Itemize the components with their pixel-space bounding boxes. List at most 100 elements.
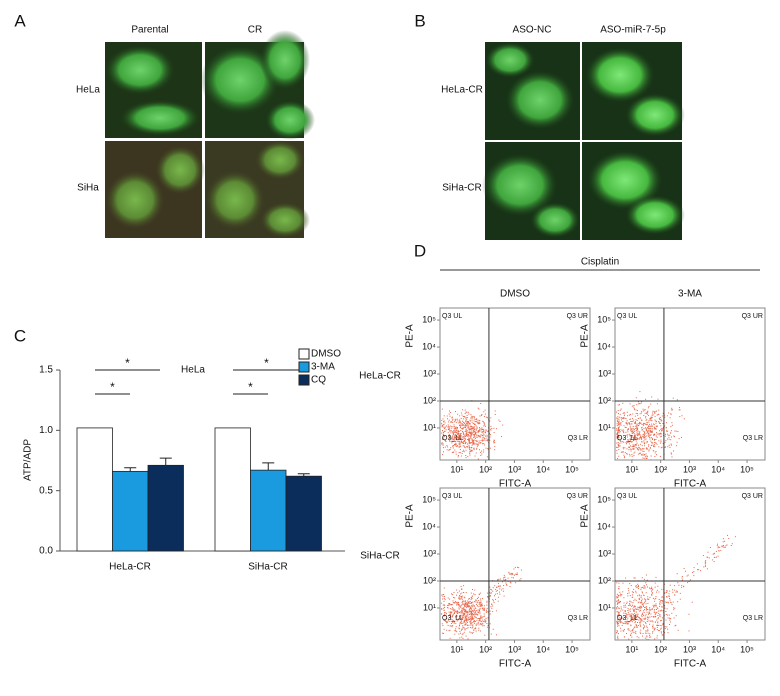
event-dot xyxy=(640,614,642,616)
event-dot xyxy=(480,615,481,617)
event-dot xyxy=(472,439,474,441)
event-dot xyxy=(647,586,648,588)
event-dot xyxy=(477,598,478,599)
event-dot xyxy=(618,429,620,431)
event-dot xyxy=(480,615,482,617)
event-dot xyxy=(469,601,471,602)
event-dot xyxy=(654,442,656,443)
event-dot xyxy=(632,439,634,441)
event-dot xyxy=(459,452,461,454)
event-dot xyxy=(626,422,628,424)
event-dot xyxy=(712,559,714,561)
event-dot xyxy=(473,608,475,610)
event-dot xyxy=(634,415,636,417)
event-dot xyxy=(672,589,674,591)
event-dot xyxy=(455,630,457,632)
event-dot xyxy=(497,579,499,581)
event-dot xyxy=(490,588,492,590)
event-dot xyxy=(642,434,644,436)
event-dot xyxy=(625,423,627,425)
event-dot xyxy=(638,637,640,639)
event-dot xyxy=(513,568,515,570)
event-dot xyxy=(443,594,445,595)
row-label: SiHa-CR xyxy=(360,551,399,562)
event-dot xyxy=(470,427,472,429)
event-dot xyxy=(618,586,620,588)
event-dot xyxy=(669,417,671,419)
event-dot xyxy=(460,632,461,634)
event-dot xyxy=(520,578,522,580)
event-dot xyxy=(662,634,664,636)
event-dot xyxy=(451,593,452,595)
event-dot xyxy=(639,438,641,440)
bar xyxy=(147,464,184,552)
event-dot xyxy=(620,422,622,423)
event-dot xyxy=(652,626,654,628)
event-dot xyxy=(730,545,732,546)
event-dot xyxy=(702,555,704,556)
event-dot xyxy=(511,577,513,579)
event-dot xyxy=(639,422,641,424)
event-dot xyxy=(495,598,496,600)
event-dot xyxy=(645,427,647,429)
event-dot xyxy=(635,621,636,623)
event-dot xyxy=(625,427,627,428)
event-dot xyxy=(618,614,620,616)
event-dot xyxy=(629,423,631,425)
y-axis-label: ATP/ADP xyxy=(23,439,34,481)
event-dot xyxy=(624,413,626,415)
event-dot xyxy=(627,623,629,625)
event-dot xyxy=(449,440,451,442)
event-dot xyxy=(447,621,448,623)
event-dot xyxy=(649,428,651,430)
event-dot xyxy=(442,598,444,600)
event-dot xyxy=(618,443,620,445)
event-dot xyxy=(628,613,630,615)
event-dot xyxy=(461,597,463,599)
event-dot xyxy=(470,431,472,433)
event-dot xyxy=(676,573,678,575)
chart-title: Cisplatin xyxy=(581,257,619,268)
event-dot xyxy=(630,421,632,422)
event-dot xyxy=(639,618,641,620)
event-dot xyxy=(455,428,457,430)
event-dot xyxy=(622,582,624,584)
event-dot xyxy=(468,609,470,611)
event-dot xyxy=(616,421,618,423)
event-dot xyxy=(475,599,476,601)
event-dot xyxy=(487,596,489,598)
event-dot xyxy=(652,425,653,427)
event-dot xyxy=(675,615,677,617)
event-dot xyxy=(650,434,652,436)
event-dot xyxy=(480,428,482,430)
event-dot xyxy=(460,605,462,607)
event-dot xyxy=(478,423,480,425)
y-tick-label: 10⁵ xyxy=(597,314,611,324)
event-dot xyxy=(465,592,467,594)
event-dot xyxy=(466,620,467,622)
event-dot xyxy=(462,618,464,620)
event-dot xyxy=(674,585,676,587)
event-dot xyxy=(461,442,463,444)
event-dot xyxy=(467,439,469,440)
event-cloud xyxy=(441,566,522,640)
event-dot xyxy=(649,596,651,598)
event-dot xyxy=(651,432,653,433)
event-dot xyxy=(459,433,461,435)
event-dot xyxy=(706,556,708,558)
event-dot xyxy=(463,620,465,622)
event-dot xyxy=(633,445,635,447)
event-dot xyxy=(640,620,642,622)
event-dot xyxy=(645,632,647,634)
event-dot xyxy=(457,601,459,603)
event-dot xyxy=(483,416,485,417)
event-dot xyxy=(442,447,444,449)
event-dot xyxy=(626,424,628,426)
event-dot xyxy=(670,409,672,411)
event-dot xyxy=(469,621,471,623)
event-dot xyxy=(643,454,645,456)
event-dot xyxy=(483,439,485,441)
event-dot xyxy=(646,432,648,434)
event-dot xyxy=(627,628,629,630)
event-dot xyxy=(482,607,483,609)
